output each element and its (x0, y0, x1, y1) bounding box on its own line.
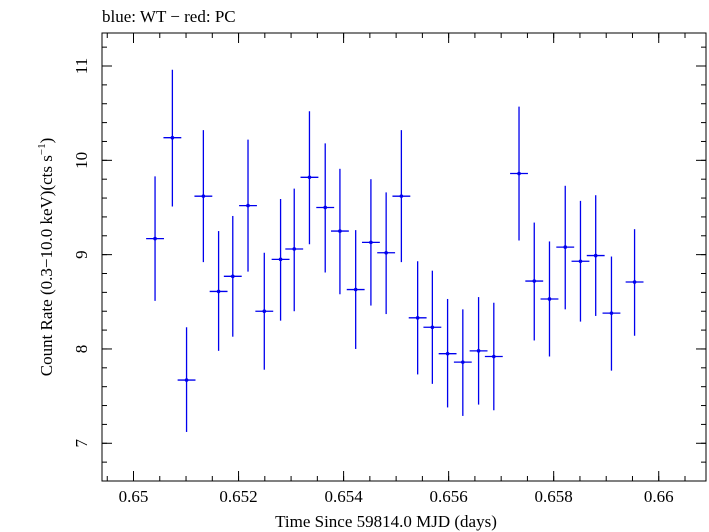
data-point (194, 130, 213, 263)
data-point (361, 179, 380, 306)
point-marker (307, 175, 312, 180)
y-axis-label-lead: Count Rate (0.3−10.0 keV)(cts s (37, 155, 56, 376)
point-marker (578, 259, 583, 264)
tick-labels: 0.65 0.652 0.654 0.656 0.658 0.66 7 8 9 10 11 (72, 58, 674, 506)
data-point (146, 176, 164, 301)
point-marker (492, 354, 496, 359)
y-tick-label: 7 (72, 439, 91, 448)
y-tick-label: 11 (72, 58, 91, 74)
point-marker (353, 287, 358, 292)
data-point (271, 198, 290, 321)
y-tick-label: 10 (72, 152, 91, 169)
data-point (239, 139, 257, 272)
data-point (163, 69, 182, 207)
point-marker (632, 280, 637, 284)
data-point (556, 185, 575, 310)
data-point (316, 143, 335, 273)
point-marker (262, 309, 267, 314)
point-marker (476, 349, 481, 353)
point-marker (369, 240, 373, 245)
data-point (300, 111, 319, 245)
point-marker (184, 378, 189, 382)
data-point (625, 229, 644, 336)
y-tick-label: 9 (72, 250, 91, 258)
y-axis-label-exponent: −1 (36, 143, 48, 155)
point-marker (278, 257, 283, 262)
point-marker (338, 229, 342, 233)
point-marker (430, 325, 435, 330)
point-marker (445, 351, 450, 356)
x-tick-label: 0.656 (430, 487, 468, 506)
point-marker (170, 135, 175, 140)
point-marker (292, 247, 297, 251)
data-points (146, 69, 644, 432)
x-tick-label: 0.658 (535, 487, 573, 506)
axis-ticks (102, 33, 706, 482)
point-marker (384, 250, 388, 255)
point-marker (230, 274, 235, 279)
point-marker (563, 245, 568, 249)
data-point (255, 252, 274, 370)
data-point (469, 297, 488, 405)
data-point (586, 195, 605, 316)
point-marker (201, 194, 206, 198)
x-tick-label: 0.652 (219, 487, 257, 506)
point-marker (593, 253, 598, 258)
data-point (602, 256, 621, 371)
data-point (540, 241, 559, 357)
x-axis-label: Time Since 59814.0 MJD (days) (275, 512, 497, 531)
data-point (346, 230, 365, 349)
point-marker (399, 194, 404, 198)
data-point (223, 215, 242, 337)
point-marker (216, 289, 221, 294)
point-marker (547, 297, 552, 301)
data-point (285, 188, 304, 312)
chart-title: blue: WT − red: PC (102, 7, 236, 26)
data-point (209, 231, 228, 351)
point-marker (517, 171, 521, 176)
data-point (423, 270, 442, 384)
x-tick-label: 0.654 (324, 487, 363, 506)
data-point (484, 302, 503, 411)
y-axis-label-trail: ) (37, 138, 56, 144)
data-point (392, 130, 411, 263)
data-point (510, 106, 528, 241)
data-point (408, 261, 427, 375)
point-marker (532, 279, 537, 283)
data-point (525, 222, 544, 341)
plot-frame (101, 32, 707, 482)
data-point (377, 192, 396, 315)
y-axis-label: Count Rate (0.3−10.0 keV)(cts s−1) (36, 138, 56, 377)
point-marker (246, 203, 250, 208)
point-marker (323, 205, 328, 210)
x-tick-label: 0.65 (119, 487, 149, 506)
data-point (438, 298, 457, 408)
y-tick-label: 8 (72, 345, 91, 354)
point-marker (609, 311, 614, 315)
data-point (330, 168, 349, 295)
x-tick-label: 0.66 (644, 487, 674, 506)
data-point (571, 200, 590, 322)
data-point (453, 309, 472, 416)
point-marker (415, 316, 420, 320)
point-marker (461, 360, 465, 364)
data-point (177, 327, 196, 432)
point-marker (153, 236, 157, 241)
